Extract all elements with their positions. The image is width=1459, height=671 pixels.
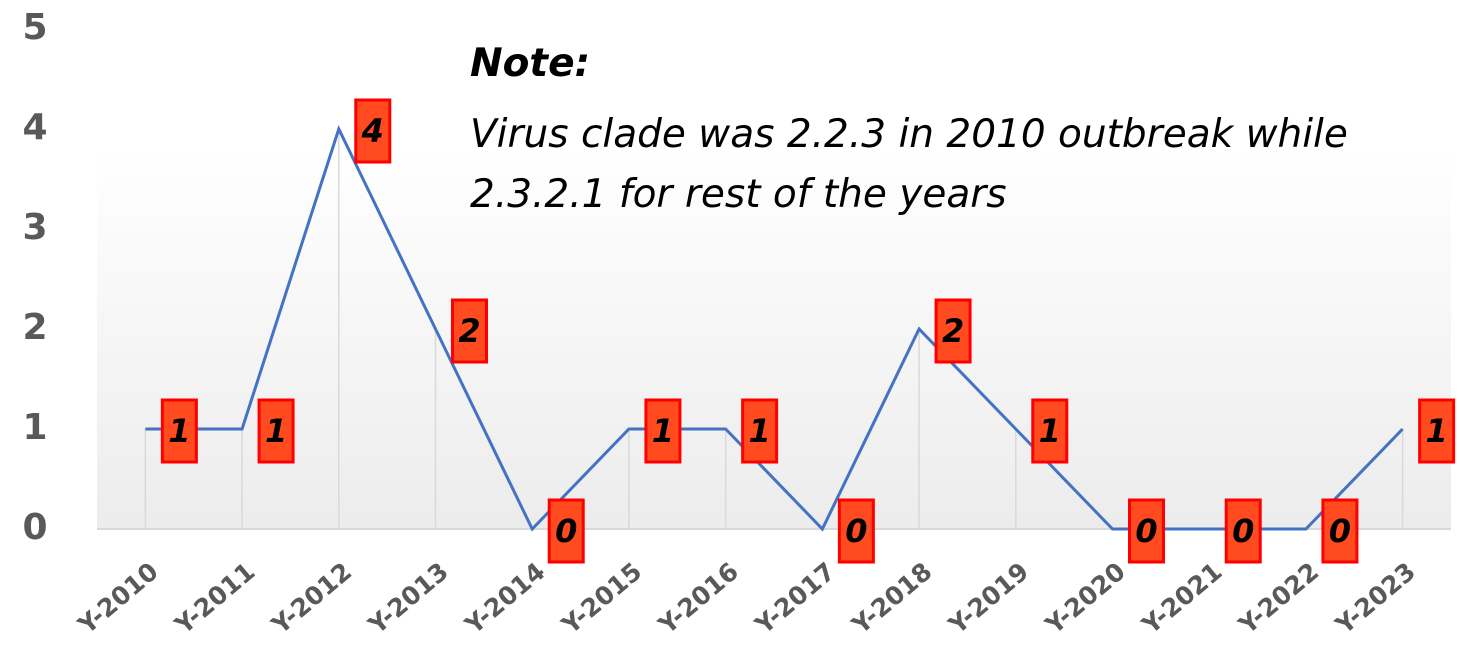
data-label: 1 [168,412,190,450]
data-label: 1 [1426,412,1448,450]
x-tick-label: Y-2017 [749,557,841,641]
x-tick-label: Y-2018 [846,557,938,641]
x-tick-label: Y-2013 [362,557,454,641]
x-tick-label: Y-2012 [265,557,357,641]
y-tick-label: 1 [22,407,47,448]
data-label-box [1418,398,1456,464]
y-tick-label: 4 [22,107,47,148]
y-tick-label: 2 [22,307,47,348]
x-tick-label: Y-2020 [1039,557,1131,641]
data-label-box [160,398,198,464]
data-label: 0 [1232,512,1254,550]
x-tick-label: Y-2016 [652,557,744,641]
x-tick-label: Y-2011 [169,557,261,641]
data-label-box [1128,498,1165,564]
data-label: 0 [555,512,577,550]
data-label-box [934,298,972,364]
data-label: 0 [845,512,867,550]
data-label-box [451,298,488,364]
data-label: 1 [749,412,771,450]
note-title: Note: [470,41,590,86]
data-label-box [837,498,875,564]
data-label: 1 [652,412,674,450]
data-label-box [547,498,585,564]
data-label: 0 [1135,512,1157,550]
y-tick-label: 3 [22,207,47,248]
data-label-box [1321,498,1359,564]
y-tick-label: 5 [22,7,47,48]
x-tick-label: Y-2019 [942,557,1034,641]
plot-background [97,145,1451,529]
data-label: 0 [1329,512,1351,550]
note-line: 2.3.2.1 for rest of the years [470,172,1007,217]
x-tick-label: Y-2010 [72,557,164,641]
data-label-box [1224,498,1262,564]
x-tick-label: Y-2022 [1233,557,1325,641]
data-label-box [257,398,295,464]
y-tick-label: 0 [22,507,47,548]
x-tick-label: Y-2023 [1329,557,1421,641]
data-label-box [741,398,779,464]
x-tick-label: Y-2021 [1136,557,1228,641]
x-tick-label: Y-2014 [459,557,551,641]
data-label: 2 [942,312,964,350]
x-tick-label: Y-2015 [556,557,648,641]
note-line: Virus clade was 2.2.3 in 2010 outbreak w… [470,112,1348,157]
data-label-box [354,98,392,164]
data-label: 1 [265,412,287,450]
data-label: 2 [458,312,480,350]
data-label: 1 [1039,412,1061,450]
data-label: 4 [361,112,384,150]
data-label-box [644,398,682,464]
data-label-box [1031,398,1069,464]
